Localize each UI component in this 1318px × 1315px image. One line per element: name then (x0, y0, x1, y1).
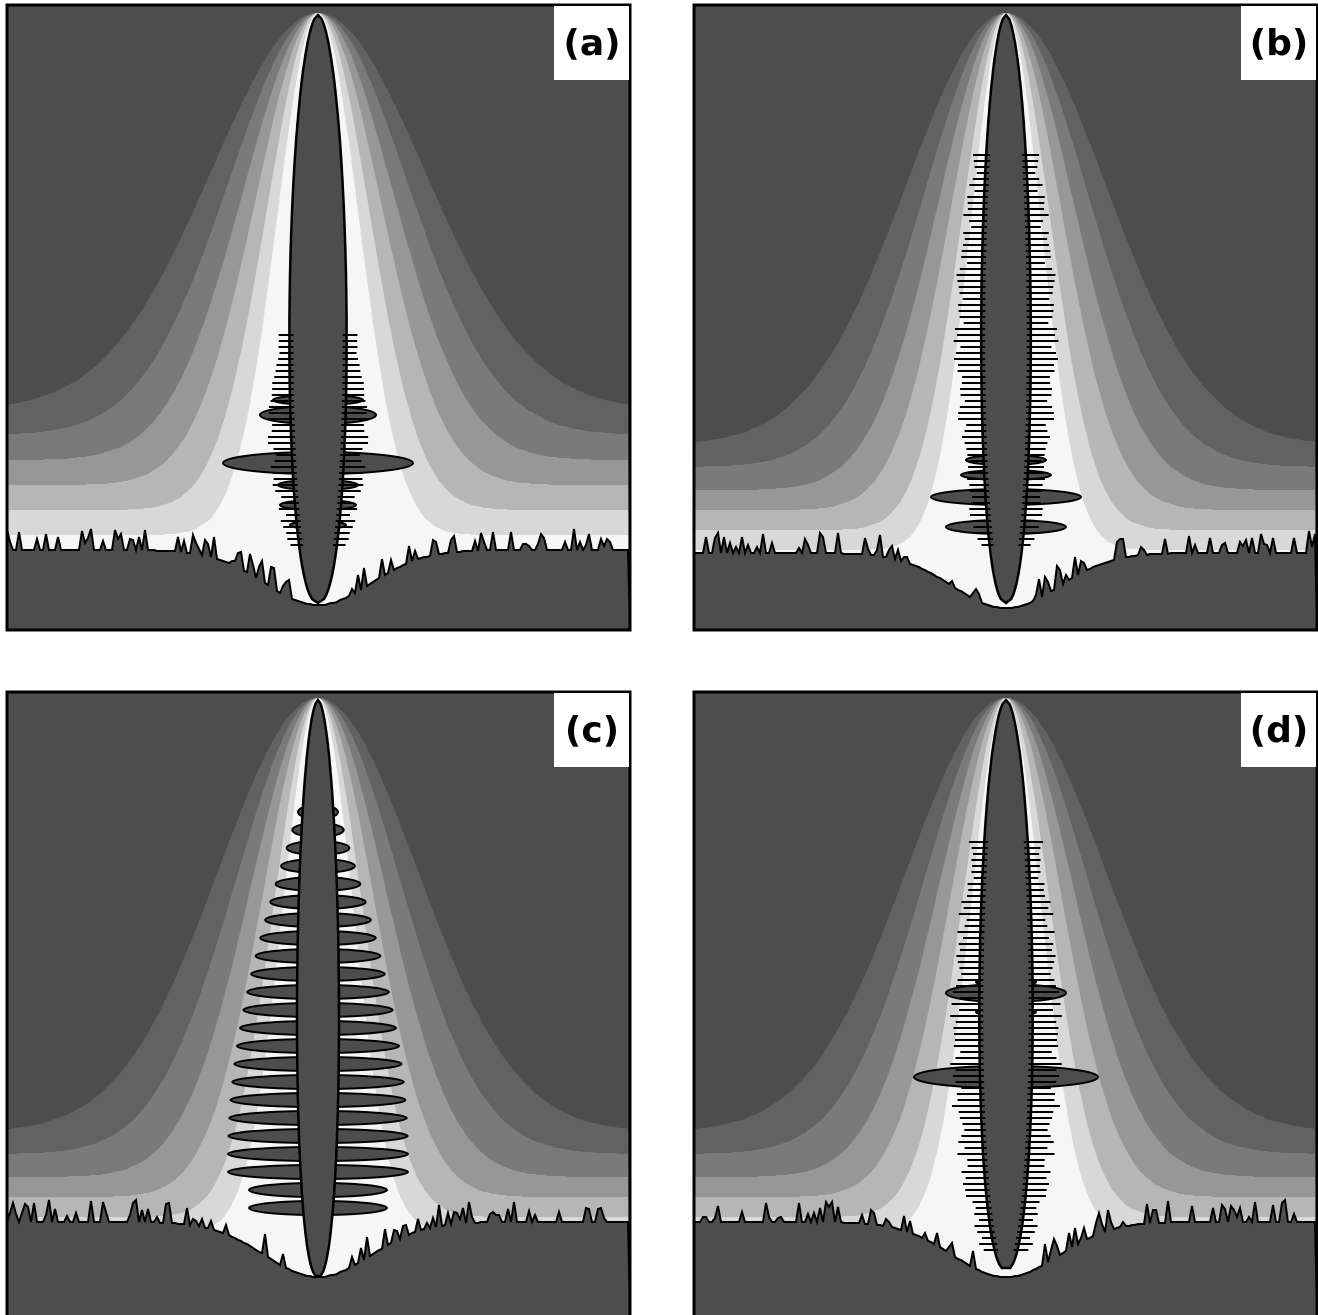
panel-content (694, 692, 1317, 1315)
panel-label: (a) (563, 23, 620, 64)
figure: (a) (b) (c) (d) (0, 0, 1318, 1315)
panel: (c) (7, 692, 630, 1315)
panel: (a) (7, 5, 630, 630)
panel-label: (b) (1250, 23, 1309, 64)
panel: (b) (694, 5, 1317, 630)
panel-label: (d) (1250, 710, 1309, 751)
panel: (d) (694, 692, 1317, 1315)
needle (297, 700, 339, 1276)
panel-content (7, 5, 630, 630)
panel-label: (c) (565, 710, 619, 751)
panel-content (694, 5, 1317, 630)
panel-content (7, 692, 630, 1315)
